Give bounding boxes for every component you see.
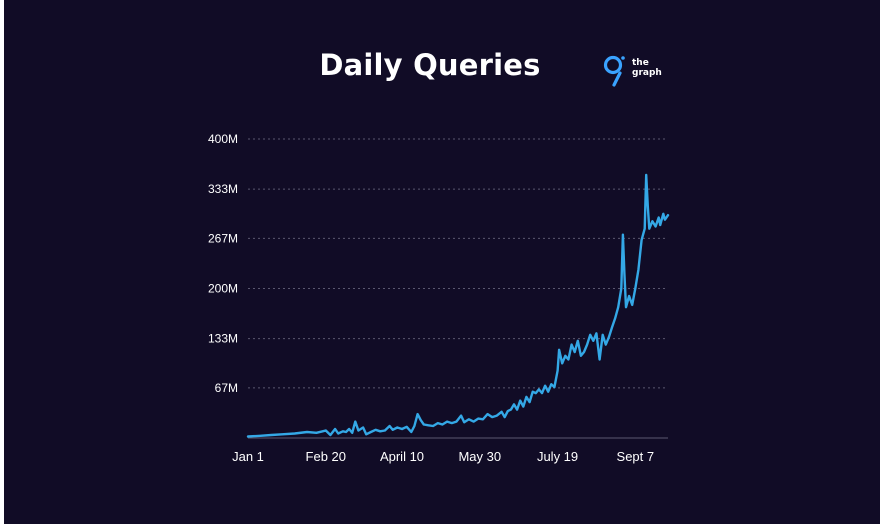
logo-tail bbox=[612, 71, 622, 87]
chart-panel bbox=[4, 0, 880, 524]
the-graph-logo-icon bbox=[603, 55, 625, 87]
x-tick-label: May 30 bbox=[458, 449, 501, 464]
x-tick-label: Sept 7 bbox=[617, 449, 655, 464]
logo-word-the: the bbox=[632, 58, 649, 68]
logo-ring bbox=[603, 55, 623, 75]
logo-word-graph: graph bbox=[632, 68, 662, 78]
x-tick-label: Feb 20 bbox=[306, 449, 346, 464]
y-tick-label: 400M bbox=[208, 132, 238, 146]
daily-queries-line bbox=[246, 173, 670, 438]
y-tick-label: 267M bbox=[208, 231, 238, 245]
x-tick-label: Jan 1 bbox=[232, 449, 264, 464]
y-tick-label: 133M bbox=[208, 332, 238, 346]
x-tick-label: July 19 bbox=[537, 449, 578, 464]
y-axis-ticks: 400M 333M 267M 200M 133M 67M bbox=[208, 132, 238, 395]
y-tick-label: 333M bbox=[208, 182, 238, 196]
logo-dot bbox=[621, 56, 625, 60]
y-tick-label: 200M bbox=[208, 282, 238, 296]
gridlines bbox=[248, 138, 668, 389]
x-axis-ticks: Jan 1 Feb 20 April 10 May 30 July 19 Sept 7 bbox=[232, 449, 654, 464]
x-tick-label: April 10 bbox=[380, 449, 424, 464]
chart-title: Daily Queries bbox=[319, 48, 541, 82]
y-tick-label: 67M bbox=[215, 381, 238, 395]
